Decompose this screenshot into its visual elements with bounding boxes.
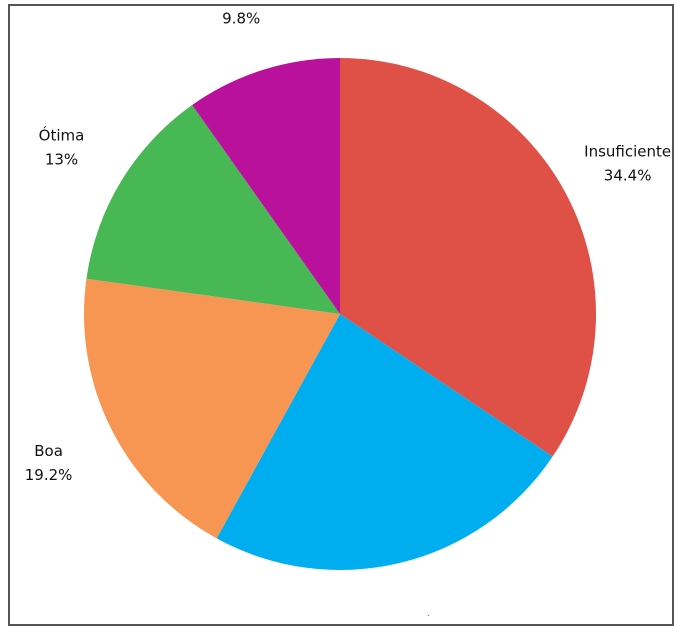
slice-percent-label: 19.2%	[25, 466, 73, 484]
slice-label-regular: Regular23.6%	[388, 613, 446, 616]
slice-label-excelente: Excelente 9.8%	[204, 0, 278, 27]
slice-category-label: Ótima	[39, 126, 85, 145]
pie-slice-otima	[86, 105, 341, 314]
pie-slice-regular	[216, 314, 553, 570]
slice-percent-label: 9.8%	[222, 9, 260, 27]
slice-percent-label: 13%	[45, 151, 78, 169]
slice-label-boa: Boa 19.2%	[25, 442, 73, 484]
slice-category-label: Insuficiente	[584, 143, 671, 161]
slice-label-otima: Ótima 13%	[39, 126, 85, 169]
slice-category-label: Boa	[34, 442, 63, 460]
pie-slice-excelente	[192, 58, 340, 314]
pie-slice-boa	[83, 278, 340, 539]
slice-percent-label: 34.4%	[604, 167, 652, 185]
pie-slice-insuficiente	[340, 58, 596, 457]
slice-category-label: Excelente	[204, 0, 278, 3]
slice-category-label: Regular	[388, 613, 446, 616]
slice-label-insuficiente: Insuficiente 34.4%	[584, 143, 671, 185]
